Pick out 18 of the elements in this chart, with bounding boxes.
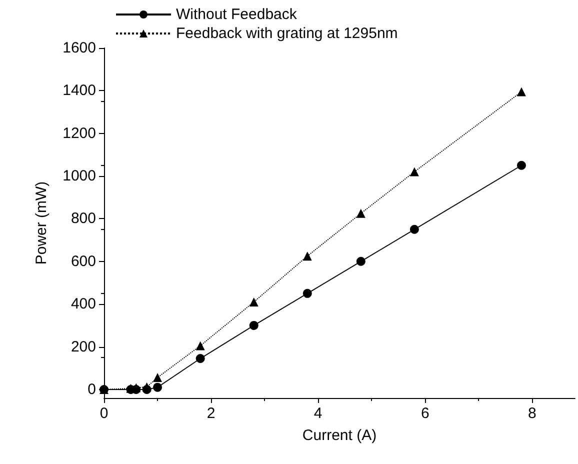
y-tick-label: 1200 [62, 124, 96, 142]
legend-label: Without Feedback [176, 6, 298, 23]
y-tick-label: 800 [70, 210, 96, 228]
y-tick-label: 0 [88, 380, 96, 398]
y-tick-label: 1600 [62, 40, 96, 56]
y-tick-label: 400 [70, 296, 96, 313]
x-tick-label: 4 [314, 405, 322, 422]
x-tick-label: 8 [528, 405, 536, 422]
y-tick-label: 600 [70, 252, 96, 270]
x-tick-label: 6 [420, 405, 430, 422]
y-axis-title: Power (mW) [33, 181, 50, 265]
x-axis-title: Current (A) [302, 427, 377, 444]
y-tick-label: 1400 [62, 82, 96, 100]
x-tick-label: 2 [206, 405, 216, 422]
y-tick-label: 200 [70, 338, 96, 356]
legend-label: Feedback with grating at 1295nm [176, 25, 398, 42]
y-tick-label: 1000 [62, 168, 96, 185]
x-tick-label: 0 [100, 405, 108, 422]
